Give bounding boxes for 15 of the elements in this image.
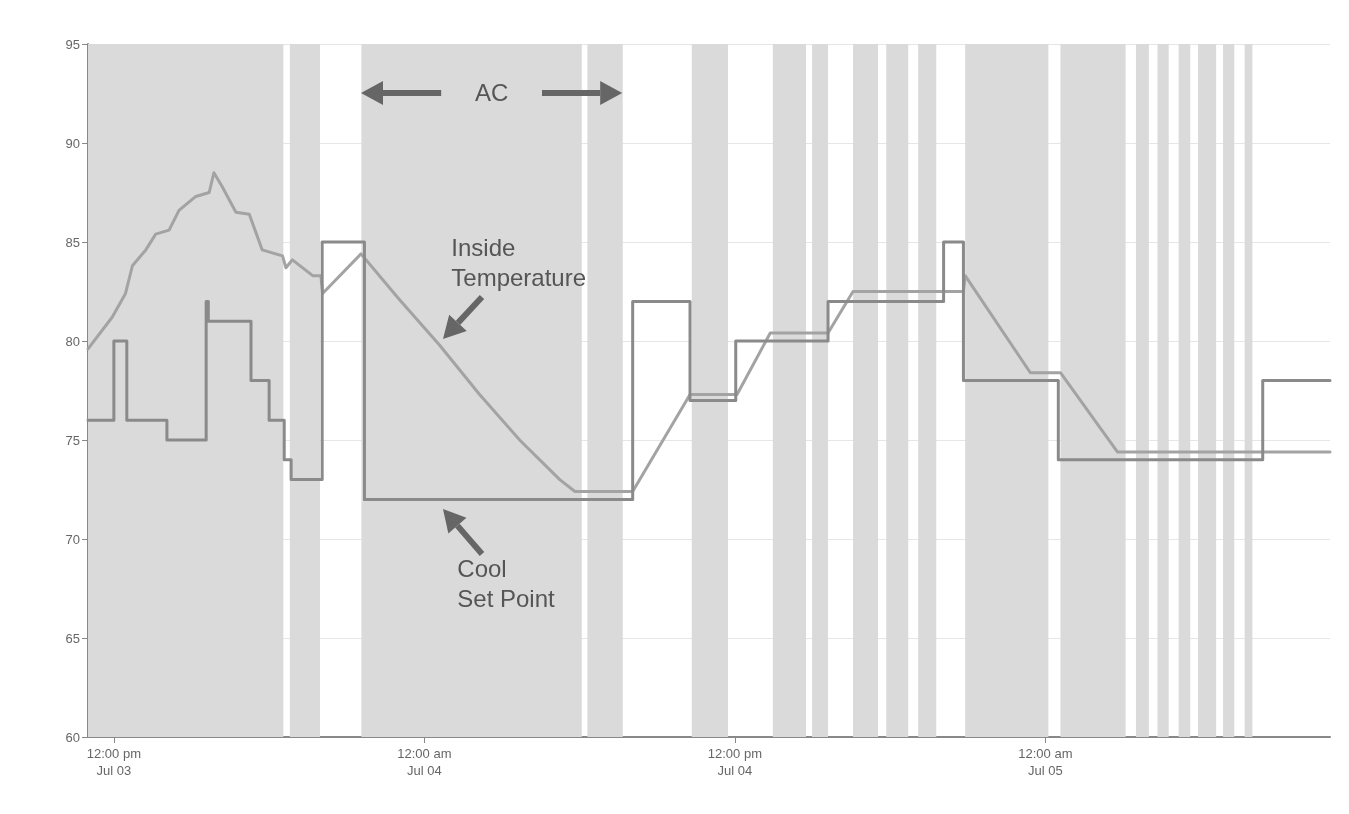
- annotation: Inside Temperature: [451, 232, 587, 293]
- annotation: AC: [475, 78, 509, 108]
- y-tick-label: 65: [65, 630, 80, 646]
- x-tick-label: 12:00 pm Jul 04: [707, 746, 762, 778]
- y-tick-label: 85: [65, 234, 80, 250]
- y-tick-label: 90: [65, 135, 80, 151]
- annotation: Cool Set Point: [457, 554, 555, 615]
- y-tick-label: 60: [65, 729, 80, 745]
- x-tick-label: 12:00 am Jul 04: [397, 746, 452, 778]
- y-tick-label: 80: [65, 333, 80, 349]
- x-tick-label: 12:00 am Jul 05: [1018, 746, 1073, 778]
- x-tick-label: 12:00 pm Jul 03: [86, 746, 141, 778]
- y-tick-label: 95: [65, 36, 80, 52]
- y-tick-label: 70: [65, 531, 80, 547]
- y-tick-label: 75: [65, 432, 80, 448]
